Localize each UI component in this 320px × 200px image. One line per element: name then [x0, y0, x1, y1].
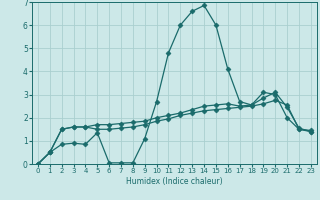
X-axis label: Humidex (Indice chaleur): Humidex (Indice chaleur) [126, 177, 223, 186]
